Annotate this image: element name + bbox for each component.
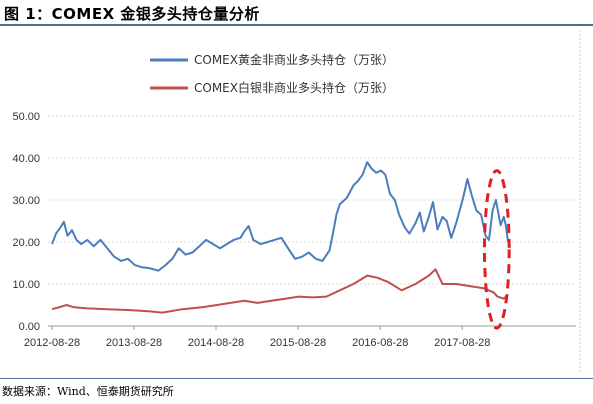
legend-label: COMEX白银非商业多头持仓（万张） bbox=[194, 80, 394, 95]
bottom-rule bbox=[0, 378, 593, 379]
x-tick-label: 2017-08-28 bbox=[434, 337, 490, 349]
line-chart: 0.00 10.00 20.00 30.00 40.00 50.00 2012-08-28… bbox=[12, 30, 581, 372]
x-tick-label: 2015-08-28 bbox=[270, 337, 326, 349]
y-tick-label: 40.00 bbox=[12, 153, 40, 165]
y-tick-label: 0.00 bbox=[19, 321, 40, 333]
series-layer bbox=[51, 161, 510, 314]
y-tick-label: 10.00 bbox=[12, 279, 40, 291]
series-line-gold bbox=[51, 161, 510, 272]
title-rule bbox=[0, 24, 593, 26]
x-tick-label: 2016-08-28 bbox=[352, 337, 408, 349]
legend-label: COMEX黄金非商业多头持仓（万张） bbox=[194, 52, 394, 67]
legend: COMEX黄金非商业多头持仓（万张） COMEX白银非商业多头持仓（万张） bbox=[150, 52, 394, 95]
highlight-ellipse bbox=[482, 169, 511, 330]
series-line-silver bbox=[51, 268, 509, 314]
source-note: 数据来源：Wind、恒泰期货研究所 bbox=[2, 385, 174, 398]
y-tick-label: 20.00 bbox=[12, 237, 40, 249]
y-axis: 0.00 10.00 20.00 30.00 40.00 50.00 bbox=[12, 111, 40, 333]
y-tick-label: 50.00 bbox=[12, 111, 40, 123]
x-tick-label: 2014-08-28 bbox=[188, 337, 244, 349]
x-tick-label: 2012-08-28 bbox=[24, 337, 80, 349]
x-tick-label: 2013-08-28 bbox=[106, 337, 162, 349]
figure-title: 图 1：COMEX 金银多头持仓量分析 bbox=[4, 5, 260, 23]
highlight-ellipse-shape bbox=[482, 169, 511, 330]
x-axis: 2012-08-28 2013-08-28 2014-08-28 2015-08-28… bbox=[24, 325, 576, 349]
y-tick-label: 30.00 bbox=[12, 195, 40, 207]
gridlines bbox=[48, 30, 581, 372]
